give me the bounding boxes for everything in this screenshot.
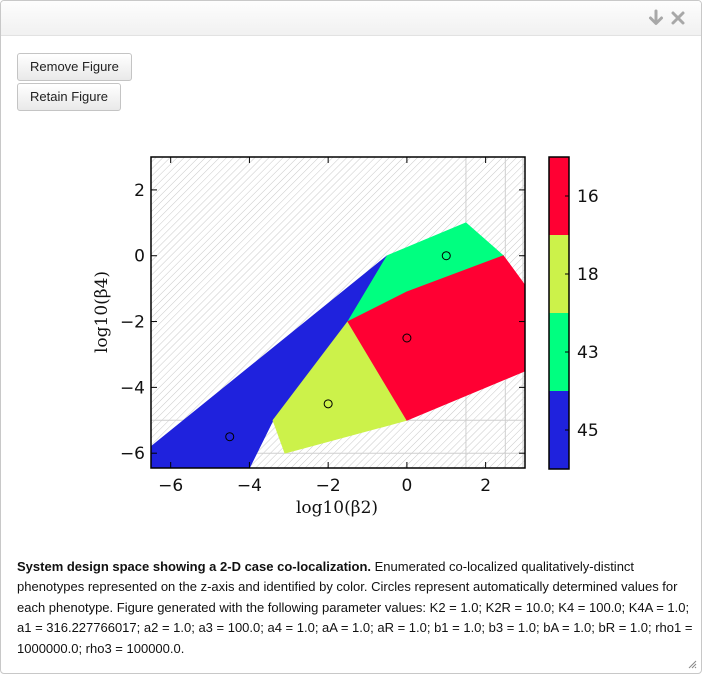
caption-text: Enumerated co-localized qualitatively-di… bbox=[17, 559, 693, 656]
phenotype-circle-45 bbox=[225, 432, 235, 442]
y-tick-label: −4 bbox=[120, 378, 145, 398]
y-tick-label: 0 bbox=[134, 247, 145, 267]
design-space-chart: −6 −4 −2 0 2 −6 −4 −2 0 2 log10(β2) log10(β4) 16… bbox=[92, 156, 599, 518]
dialog-titlebar bbox=[1, 1, 701, 36]
arrow-down-icon[interactable] bbox=[647, 9, 665, 27]
phenotype-circle-18 bbox=[323, 399, 333, 409]
y-tick-label: 2 bbox=[134, 181, 145, 201]
resize-handle-icon[interactable] bbox=[687, 659, 697, 669]
x-tick-label: 0 bbox=[401, 476, 412, 496]
phenotype-circle-43 bbox=[441, 251, 451, 261]
region-16 bbox=[347, 255, 525, 421]
colorbar-segment-18 bbox=[549, 235, 569, 313]
y-axis-label: log10(β4) bbox=[92, 271, 112, 353]
y-tick-label: −6 bbox=[120, 444, 145, 464]
colorbar-label: 45 bbox=[577, 421, 599, 441]
colorbar-segment-16 bbox=[549, 157, 569, 235]
figure-caption: System design space showing a 2-D case c… bbox=[17, 557, 693, 659]
colorbar-segment-45 bbox=[549, 391, 569, 469]
colorbar-label: 18 bbox=[577, 265, 599, 285]
x-tick-label: −2 bbox=[316, 476, 341, 496]
colorbar-segment-43 bbox=[549, 313, 569, 391]
plot-frame bbox=[150, 156, 526, 469]
caption-title: System design space showing a 2-D case c… bbox=[17, 559, 372, 574]
colorbar-frame bbox=[548, 156, 570, 470]
x-tick-label: −6 bbox=[158, 476, 183, 496]
phenotype-circle-16 bbox=[402, 333, 412, 343]
remove-figure-button[interactable]: Remove Figure bbox=[17, 53, 132, 81]
colorbar-label: 16 bbox=[577, 187, 599, 207]
close-icon[interactable] bbox=[669, 9, 687, 27]
x-axis-label: log10(β2) bbox=[296, 498, 378, 518]
colorbar-label: 43 bbox=[577, 343, 599, 363]
x-tick-label: −4 bbox=[237, 476, 262, 496]
retain-figure-button[interactable]: Retain Figure bbox=[17, 83, 122, 111]
y-tick-label: −2 bbox=[120, 313, 145, 333]
x-tick-label: 2 bbox=[480, 476, 491, 496]
